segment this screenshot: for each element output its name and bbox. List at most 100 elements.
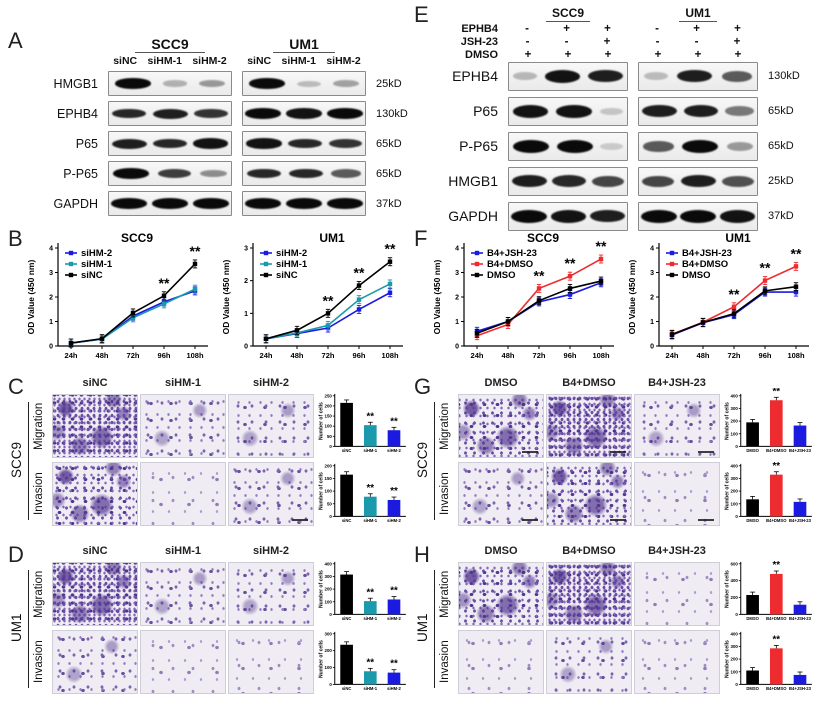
transwell-image [634, 630, 720, 694]
protein-band [111, 198, 148, 209]
protein-band [682, 139, 719, 153]
protein-band [722, 175, 754, 187]
svg-text:200: 200 [731, 657, 739, 662]
svg-text:Number of cells: Number of cells [319, 472, 325, 510]
cell-line-divider [434, 402, 435, 520]
kd-label: 37kD [376, 197, 402, 210]
svg-text:96h: 96h [353, 351, 366, 360]
transwell-c: siNC siHM-1 siHM-2 SCC9 Migration 0 50 100 150 20… [6, 376, 410, 544]
blot-treatment-row: EPHB4 - + + - + + [434, 23, 814, 35]
treatment-sign: - [525, 35, 530, 48]
svg-text:0: 0 [735, 514, 738, 519]
panel-d: D siNC siHM-1 siHM-2 UM1 Migration 0 100 200 300… [6, 544, 410, 710]
svg-text:DMSO: DMSO [746, 448, 759, 453]
svg-text:108h: 108h [592, 351, 610, 360]
treatment-sign: + [604, 22, 611, 35]
svg-text:400: 400 [731, 393, 739, 398]
svg-text:**: ** [385, 241, 396, 257]
transwell-image [634, 462, 720, 526]
transwell-image [458, 630, 544, 694]
panel-c-letter: C [8, 374, 24, 399]
svg-text:**: ** [367, 587, 375, 598]
svg-text:B4+JSH-23: B4+JSH-23 [789, 518, 812, 523]
protein-band [680, 209, 717, 223]
cell-line-title: SCC9 [508, 6, 628, 22]
svg-text:siHM-1: siHM-1 [363, 616, 377, 621]
treatment-sign: + [604, 48, 612, 61]
line-chart-svg-F_UM1: 0 1 2 3 4 24h 48h 72h 96h 108h UM1 OD Value (450 nm… [627, 231, 809, 360]
svg-text:1: 1 [455, 319, 459, 326]
svg-text:B4+DMSO: B4+DMSO [682, 259, 728, 270]
cell-line-divider [28, 570, 29, 688]
line-chart-f-um1: 0 1 2 3 4 24h 48h 72h 96h 108h UM1 OD Value (450 nm… [627, 231, 812, 374]
svg-text:**: ** [791, 245, 802, 261]
blot-membrane [508, 96, 628, 126]
svg-text:**: ** [323, 292, 334, 308]
svg-text:B4+JSH-23: B4+JSH-23 [789, 448, 812, 453]
column-label: siHM-2 [252, 377, 290, 389]
svg-text:siHM-1: siHM-1 [363, 518, 377, 523]
protein-band [198, 80, 226, 88]
svg-text:4: 4 [455, 246, 459, 253]
treatment-sign: + [734, 48, 742, 61]
svg-text:2: 2 [244, 278, 248, 285]
svg-text:1: 1 [650, 319, 654, 326]
protein-band [588, 70, 623, 83]
svg-text:48h: 48h [291, 351, 304, 360]
protein-band [288, 138, 322, 149]
kd-label: 25kD [768, 175, 794, 188]
svg-text:SCC9: SCC9 [121, 232, 153, 245]
scale-bar [292, 518, 308, 521]
column-label: B4+JSH-23 [648, 545, 706, 557]
svg-text:siHM-1: siHM-1 [363, 686, 377, 691]
kd-label: 65kD [376, 137, 402, 150]
protein-band [683, 105, 719, 118]
svg-text:48h: 48h [697, 351, 710, 360]
cell-line-title-text: SCC9 [545, 6, 590, 22]
treatment-sign: - [525, 22, 529, 35]
svg-text:3: 3 [49, 270, 53, 277]
bar-chart-G_mig: 0 100 200 300 400 Number of cells DMSO B4+DMSO *… [724, 386, 814, 460]
protein-band [600, 142, 624, 150]
blot-membrane [638, 61, 758, 91]
lane-label: siHM-2 [192, 55, 227, 68]
blot-membrane [108, 161, 232, 187]
kd-label: 65kD [376, 167, 402, 180]
transwell-h: DMSO B4+DMSO B4+JSH-23 UM1 Migration 0 200 400 6… [412, 544, 822, 710]
treatment-sign: + [564, 48, 572, 61]
svg-text:**: ** [729, 286, 740, 302]
transwell-image [458, 394, 544, 458]
svg-text:**: ** [190, 243, 201, 259]
transwell-image [546, 630, 632, 694]
protein-band [721, 71, 753, 82]
transwell-image [52, 562, 138, 626]
cell-line-title-text: SCC9 [135, 36, 205, 54]
transwell-image [228, 630, 314, 694]
protein-label: HMGB1 [448, 173, 498, 190]
treatment-sign: + [733, 35, 741, 48]
western-blot-a: SCC9 UM1 siNC siHM-1 siHM-2 siNC siHM-1 siHM-2 H… [32, 36, 420, 221]
svg-text:1: 1 [49, 319, 53, 326]
assay-label: Migration [439, 402, 451, 450]
assay-label: Migration [33, 570, 45, 618]
protein-label: EPHB4 [57, 106, 98, 121]
svg-text:**: ** [159, 275, 170, 291]
panel-b-charts: 0 1 2 3 4 24h 48h 72h 96h 108h SCC9 OD Value (450 n… [26, 231, 406, 374]
protein-band [192, 198, 229, 209]
blot-row-gapdh: GAPDH 37kD [434, 201, 814, 231]
svg-text:B4+JSH-23: B4+JSH-23 [789, 686, 812, 691]
scale-bar [522, 450, 538, 453]
blot-membrane [638, 131, 758, 161]
kd-label: 37kD [768, 210, 794, 223]
svg-text:B4+DMSO: B4+DMSO [766, 448, 787, 453]
protein-band [512, 139, 549, 153]
svg-text:100: 100 [731, 431, 739, 436]
kd-label: 65kD [768, 105, 794, 118]
svg-text:Number of cells: Number of cells [725, 640, 731, 678]
blot-row-ephb4: EPHB4 130kD [434, 61, 814, 91]
svg-text:400: 400 [325, 561, 333, 566]
protein-band [194, 108, 228, 119]
